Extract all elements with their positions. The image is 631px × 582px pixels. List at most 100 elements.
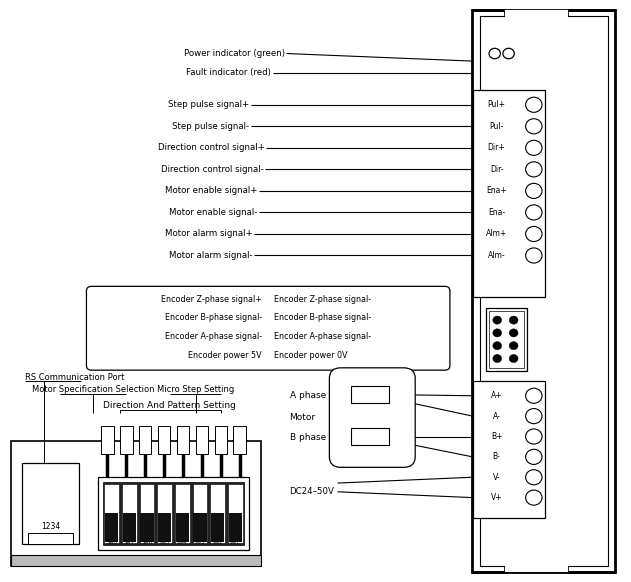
Text: Direction control signal-: Direction control signal- <box>161 165 264 174</box>
Bar <box>22 463 79 544</box>
Text: Encoder B-phase signal-: Encoder B-phase signal- <box>274 313 372 322</box>
Bar <box>175 484 190 543</box>
Bar <box>193 513 207 542</box>
Text: sw1: sw1 <box>230 540 240 545</box>
Bar <box>473 90 545 297</box>
Text: sw5: sw5 <box>160 540 170 545</box>
Text: A+: A+ <box>491 391 502 400</box>
Text: Encoder B-phase signal-: Encoder B-phase signal- <box>165 313 262 322</box>
Text: Motor alarm signal+: Motor alarm signal+ <box>165 229 252 239</box>
Text: Encoder Z-phase signal-: Encoder Z-phase signal- <box>274 295 372 304</box>
Bar <box>196 426 208 454</box>
Circle shape <box>526 119 542 134</box>
Bar <box>122 513 136 542</box>
Bar <box>472 10 615 572</box>
Bar <box>486 308 527 371</box>
Text: Motor: Motor <box>290 413 316 423</box>
Circle shape <box>526 449 542 464</box>
Bar <box>11 555 261 566</box>
Text: Encoder power 5V: Encoder power 5V <box>188 350 262 360</box>
Bar <box>351 386 389 403</box>
Circle shape <box>509 342 518 350</box>
Bar <box>158 426 170 454</box>
Bar <box>103 482 244 545</box>
Text: Dir-: Dir- <box>490 165 504 174</box>
Bar <box>215 426 227 454</box>
Circle shape <box>526 226 542 242</box>
Bar <box>158 513 172 542</box>
Bar <box>98 477 249 550</box>
Text: Step pulse signal+: Step pulse signal+ <box>168 100 249 109</box>
Text: B-: B- <box>493 452 500 462</box>
Bar <box>480 16 608 566</box>
Bar <box>120 426 133 454</box>
Text: V+: V+ <box>491 493 502 502</box>
Text: B+: B+ <box>491 432 502 441</box>
Text: Ena+: Ena+ <box>487 186 507 196</box>
Text: Encoder Z-phase signal+: Encoder Z-phase signal+ <box>161 295 262 304</box>
Circle shape <box>493 354 502 363</box>
Text: Alm+: Alm+ <box>486 229 507 239</box>
Bar <box>210 484 225 543</box>
Bar <box>489 311 524 368</box>
Circle shape <box>509 329 518 337</box>
Circle shape <box>503 48 514 59</box>
Bar <box>228 484 243 543</box>
Bar <box>139 484 155 543</box>
Text: Power indicator (green): Power indicator (green) <box>184 49 285 58</box>
Bar <box>192 484 208 543</box>
Text: Direction And Pattern Setting: Direction And Pattern Setting <box>103 401 235 410</box>
Bar <box>28 533 73 544</box>
Text: Sw7: Sw7 <box>124 540 135 545</box>
Bar <box>104 484 119 543</box>
Bar <box>228 513 242 542</box>
Text: Dir+: Dir+ <box>488 143 505 152</box>
Text: sw2: sw2 <box>213 540 223 545</box>
Text: Sw8: Sw8 <box>106 540 117 545</box>
Text: sw4: sw4 <box>177 540 187 545</box>
Text: Step pulse signal-: Step pulse signal- <box>172 122 249 131</box>
Bar <box>122 484 137 543</box>
Text: A phase: A phase <box>290 391 326 400</box>
Circle shape <box>526 490 542 505</box>
FancyBboxPatch shape <box>329 368 415 467</box>
Text: Fault indicator (red): Fault indicator (red) <box>186 68 271 77</box>
Text: Ena-: Ena- <box>488 208 505 217</box>
Circle shape <box>493 329 502 337</box>
Circle shape <box>526 429 542 444</box>
Circle shape <box>526 409 542 424</box>
Bar <box>139 426 151 454</box>
Text: Motor alarm signal-: Motor alarm signal- <box>168 251 252 260</box>
Circle shape <box>526 162 542 177</box>
Text: Motor enable signal+: Motor enable signal+ <box>165 186 257 196</box>
Bar <box>473 381 545 518</box>
Circle shape <box>526 248 542 263</box>
Text: V-: V- <box>493 473 500 482</box>
Text: A-: A- <box>493 411 500 421</box>
Bar <box>505 559 568 572</box>
Bar <box>177 426 189 454</box>
Text: B phase: B phase <box>290 433 326 442</box>
Bar <box>351 428 389 445</box>
Bar <box>140 513 154 542</box>
Circle shape <box>526 140 542 155</box>
Circle shape <box>526 470 542 485</box>
Text: 1234: 1234 <box>41 522 60 531</box>
FancyBboxPatch shape <box>86 286 450 370</box>
Text: Direction control signal+: Direction control signal+ <box>158 143 265 152</box>
Text: Encoder A-phase signal-: Encoder A-phase signal- <box>165 332 262 341</box>
Text: Micro Step Setting: Micro Step Setting <box>157 385 234 395</box>
Bar <box>11 441 261 566</box>
Text: Motor Specification Selection: Motor Specification Selection <box>32 385 155 395</box>
Text: RS Communication Port: RS Communication Port <box>25 372 124 382</box>
Text: Encoder power 0V: Encoder power 0V <box>274 350 348 360</box>
Text: Motor enable signal-: Motor enable signal- <box>169 208 257 217</box>
Bar <box>175 513 189 542</box>
Circle shape <box>493 316 502 324</box>
Bar <box>101 426 114 454</box>
Text: Sw6: Sw6 <box>141 540 153 545</box>
Circle shape <box>526 183 542 198</box>
Bar <box>505 10 568 38</box>
Text: Encoder A-phase signal-: Encoder A-phase signal- <box>274 332 372 341</box>
Circle shape <box>526 388 542 403</box>
